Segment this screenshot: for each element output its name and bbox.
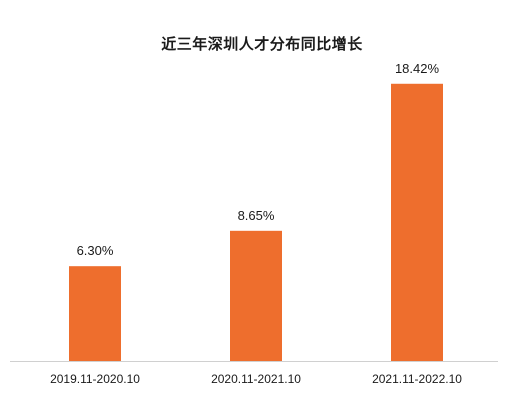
data-label-3: 18.42% [395, 61, 440, 76]
x-tick-label-2: 2020.11-2021.10 [211, 372, 301, 386]
bar-2 [230, 230, 282, 361]
data-label-1: 6.30% [77, 243, 114, 258]
chart-title: 近三年深圳人才分布同比增长 [161, 35, 363, 53]
bar-1 [69, 266, 121, 361]
x-tick-label-1: 2019.11-2020.10 [50, 372, 140, 386]
x-tick-label-3: 2021.11-2022.10 [372, 372, 462, 386]
data-label-2: 8.65% [238, 208, 275, 223]
bar-3 [391, 83, 443, 362]
